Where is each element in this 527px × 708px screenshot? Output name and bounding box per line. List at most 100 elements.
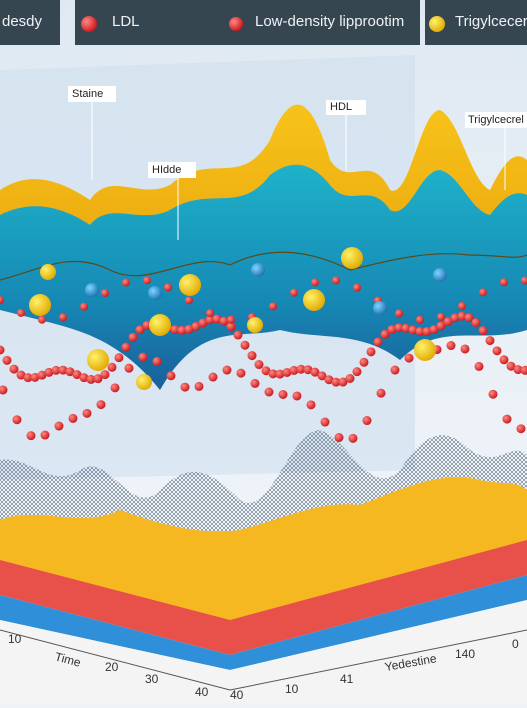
triglyceride-particle bbox=[414, 339, 436, 361]
ldl-particle bbox=[129, 333, 138, 342]
callout: HIdde bbox=[152, 164, 181, 176]
triglyceride-particle bbox=[136, 374, 152, 390]
ldl-particle bbox=[13, 415, 22, 424]
ldl-particle bbox=[416, 316, 424, 324]
ldl-particle bbox=[108, 363, 117, 372]
hdl-particle bbox=[148, 286, 162, 300]
ldl-particle bbox=[248, 351, 257, 360]
ldl-particle bbox=[69, 414, 78, 423]
tick-label: 20 bbox=[105, 660, 119, 674]
hdl-particle bbox=[433, 268, 447, 282]
tick-label: 30 bbox=[145, 672, 159, 686]
ldl-particle bbox=[489, 390, 498, 399]
ldl-particle bbox=[479, 288, 487, 296]
ldl-particle bbox=[125, 364, 134, 373]
ldl-particle bbox=[181, 383, 190, 392]
ldl-particle bbox=[237, 369, 246, 378]
legend-label: Trigylcecer bbox=[455, 13, 527, 30]
tick-label: 40 bbox=[230, 688, 244, 702]
ldl-particle bbox=[475, 362, 484, 371]
ldl-particle bbox=[251, 379, 260, 388]
ldl-particle bbox=[360, 358, 369, 367]
tick-label: 10 bbox=[8, 632, 22, 646]
ldl-particle bbox=[353, 284, 361, 292]
ldl-particle bbox=[367, 347, 376, 356]
hdl-particle bbox=[251, 263, 265, 277]
ldl-particle bbox=[101, 370, 110, 379]
triglyceride-particle bbox=[149, 314, 171, 336]
ldl-particle bbox=[59, 313, 67, 321]
ldl-particle bbox=[374, 338, 383, 347]
ldl-particle bbox=[311, 278, 319, 286]
callout: Trigylcecrel bbox=[468, 114, 524, 126]
ldl-particle bbox=[122, 279, 130, 287]
ldl-particle bbox=[206, 309, 214, 317]
ldl-particle bbox=[437, 313, 445, 321]
triglyceride-particle bbox=[341, 247, 363, 269]
ldl-particle bbox=[479, 326, 488, 335]
triglyceride-particle bbox=[40, 264, 56, 280]
legend-swatch bbox=[81, 16, 97, 32]
ldl-particle bbox=[395, 309, 403, 317]
ldl-particle bbox=[503, 415, 512, 424]
ldl-particle bbox=[41, 431, 50, 440]
callout: Staine bbox=[72, 88, 103, 100]
tick-label: 10 bbox=[285, 682, 299, 696]
legend-swatch bbox=[229, 17, 243, 31]
ldl-particle bbox=[27, 431, 36, 440]
triglyceride-particle bbox=[87, 349, 109, 371]
triglyceride-particle bbox=[179, 274, 201, 296]
ldl-particle bbox=[346, 374, 355, 383]
ldl-particle bbox=[290, 289, 298, 297]
ldl-particle bbox=[80, 303, 88, 311]
ldl-particle bbox=[83, 409, 92, 418]
tick-label: 40 bbox=[195, 685, 209, 699]
ldl-particle bbox=[38, 316, 46, 324]
ldl-particle bbox=[209, 373, 218, 382]
ldl-particle bbox=[405, 354, 414, 363]
triglyceride-particle bbox=[247, 317, 263, 333]
ldl-particle bbox=[500, 355, 509, 364]
ldl-particle bbox=[500, 278, 508, 286]
ldl-particle bbox=[185, 296, 193, 304]
ldl-particle bbox=[10, 365, 19, 374]
ldl-particle bbox=[493, 346, 502, 355]
ldl-particle bbox=[241, 341, 250, 350]
ldl-particle bbox=[279, 390, 288, 399]
ldl-particle bbox=[363, 416, 372, 425]
ldl-particle bbox=[55, 422, 64, 431]
ldl-particle bbox=[461, 344, 470, 353]
ldl-particle bbox=[122, 343, 131, 352]
ldl-particle bbox=[143, 276, 151, 284]
triglyceride-particle bbox=[303, 289, 325, 311]
ldl-particle bbox=[227, 316, 235, 324]
ldl-particle bbox=[220, 317, 229, 326]
hdl-particle bbox=[373, 301, 387, 315]
ldl-particle bbox=[195, 382, 204, 391]
ldl-particle bbox=[293, 391, 302, 400]
ldl-particle bbox=[447, 341, 456, 350]
ldl-particle bbox=[458, 302, 466, 310]
ldl-particle bbox=[332, 276, 340, 284]
ldl-particle bbox=[17, 309, 25, 317]
ldl-particle bbox=[111, 383, 120, 392]
ldl-particle bbox=[486, 336, 495, 345]
legend-label: Low-density lipprootim bbox=[255, 13, 404, 30]
ldl-particle bbox=[517, 424, 526, 433]
ldl-particle bbox=[321, 418, 330, 427]
legend-label: LDL bbox=[112, 13, 140, 30]
ldl-particle bbox=[115, 353, 124, 362]
ldl-particle bbox=[391, 366, 400, 375]
ldl-particle bbox=[472, 318, 481, 327]
ldl-particle bbox=[153, 357, 162, 366]
tick-label: 41 bbox=[340, 672, 354, 686]
ldl-particle bbox=[255, 360, 264, 369]
ldl-particle bbox=[164, 283, 172, 291]
ldl-particle bbox=[353, 367, 362, 376]
callout: HDL bbox=[330, 101, 352, 113]
ldl-particle bbox=[97, 400, 106, 409]
ldl-particle bbox=[223, 366, 232, 375]
ldl-particle bbox=[234, 331, 243, 340]
ldl-particle bbox=[139, 353, 148, 362]
hdl-particle bbox=[85, 283, 99, 297]
